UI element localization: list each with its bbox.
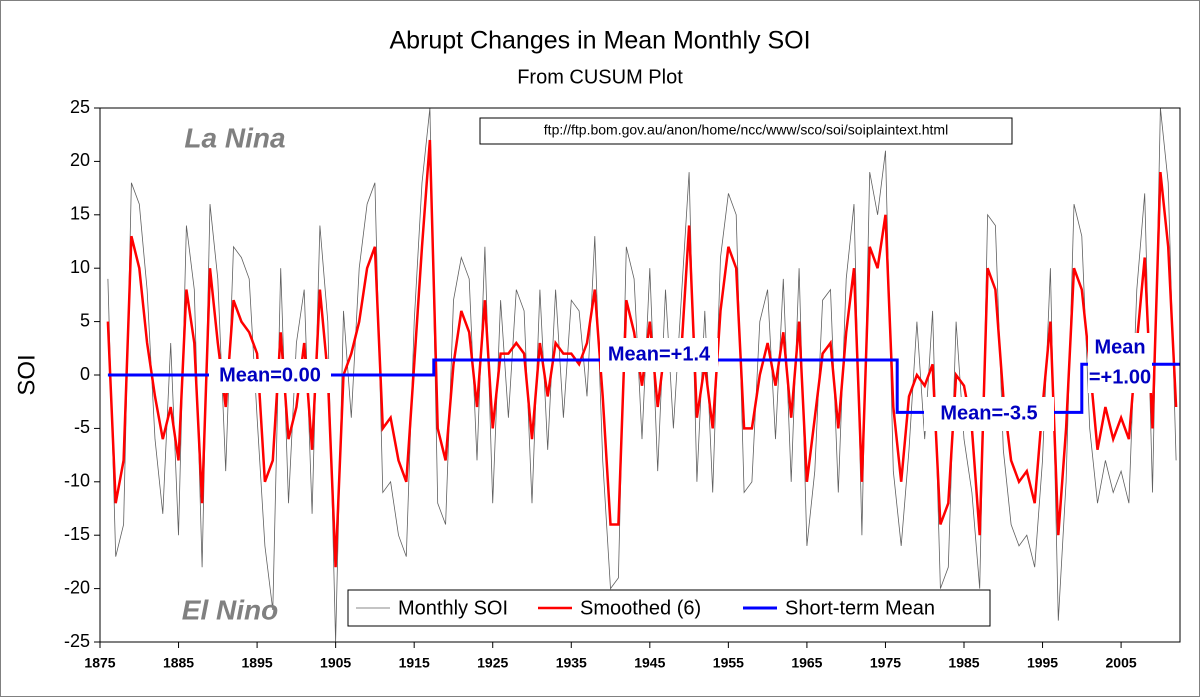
annotation: El Nino — [182, 594, 278, 625]
source-text: ftp://ftp.bom.gov.au/anon/home/ncc/www/s… — [544, 122, 948, 138]
annotation-box — [600, 338, 718, 372]
annotation: La Nina — [184, 122, 285, 153]
annotation: Mean=0.00 — [219, 364, 321, 386]
annotation-box — [1088, 333, 1152, 393]
source-box — [479, 117, 1013, 145]
x-tick-label: 1875 — [84, 655, 115, 671]
annotation: Mean — [1094, 336, 1145, 358]
legend-label: Smoothed (6) — [580, 597, 701, 619]
y-tick-label: -5 — [74, 417, 90, 437]
x-tick-label: 1935 — [556, 655, 587, 671]
chart-subtitle: From CUSUM Plot — [517, 66, 683, 88]
chart-title: Abrupt Changes in Mean Monthly SOI — [389, 27, 810, 55]
annotation: =+1.00 — [1089, 366, 1151, 388]
annotation-box — [924, 397, 1054, 431]
series-line — [107, 358, 1180, 414]
y-tick-label: -10 — [64, 471, 90, 491]
legend-label: Monthly SOI — [398, 597, 508, 619]
y-tick-label: 5 — [80, 310, 90, 330]
annotation-box — [209, 359, 331, 393]
x-tick-label: 1885 — [163, 655, 194, 671]
x-tick-label: 1925 — [477, 655, 508, 671]
annotation: Mean=-3.5 — [940, 402, 1037, 424]
x-tick-label: 1915 — [399, 655, 430, 671]
legend-box — [347, 589, 991, 627]
y-tick-label: 0 — [80, 364, 90, 384]
x-tick-label: 1995 — [1027, 655, 1058, 671]
y-tick-label: -15 — [64, 524, 90, 544]
x-tick-label: 1945 — [634, 655, 665, 671]
y-tick-label: 20 — [70, 150, 90, 170]
y-tick-label: -20 — [64, 577, 90, 597]
annotation: Mean=+1.4 — [608, 343, 711, 365]
y-axis-label: SOI — [13, 354, 40, 395]
x-tick-label: 1905 — [320, 655, 351, 671]
series-line — [107, 108, 1177, 642]
x-tick-label: 1985 — [948, 655, 979, 671]
y-tick-label: 10 — [70, 257, 90, 277]
plot-border — [99, 107, 1181, 643]
y-tick-label: -25 — [64, 631, 90, 651]
legend-label: Short-term Mean — [785, 597, 935, 619]
x-tick-label: 1955 — [713, 655, 744, 671]
series-line — [106, 139, 1178, 568]
y-tick-label: 15 — [70, 204, 90, 224]
y-tick-label: 25 — [70, 97, 90, 117]
x-tick-label: 1975 — [870, 655, 901, 671]
x-tick-label: 1895 — [242, 655, 273, 671]
x-tick-label: 2005 — [1106, 655, 1137, 671]
x-tick-label: 1965 — [791, 655, 822, 671]
